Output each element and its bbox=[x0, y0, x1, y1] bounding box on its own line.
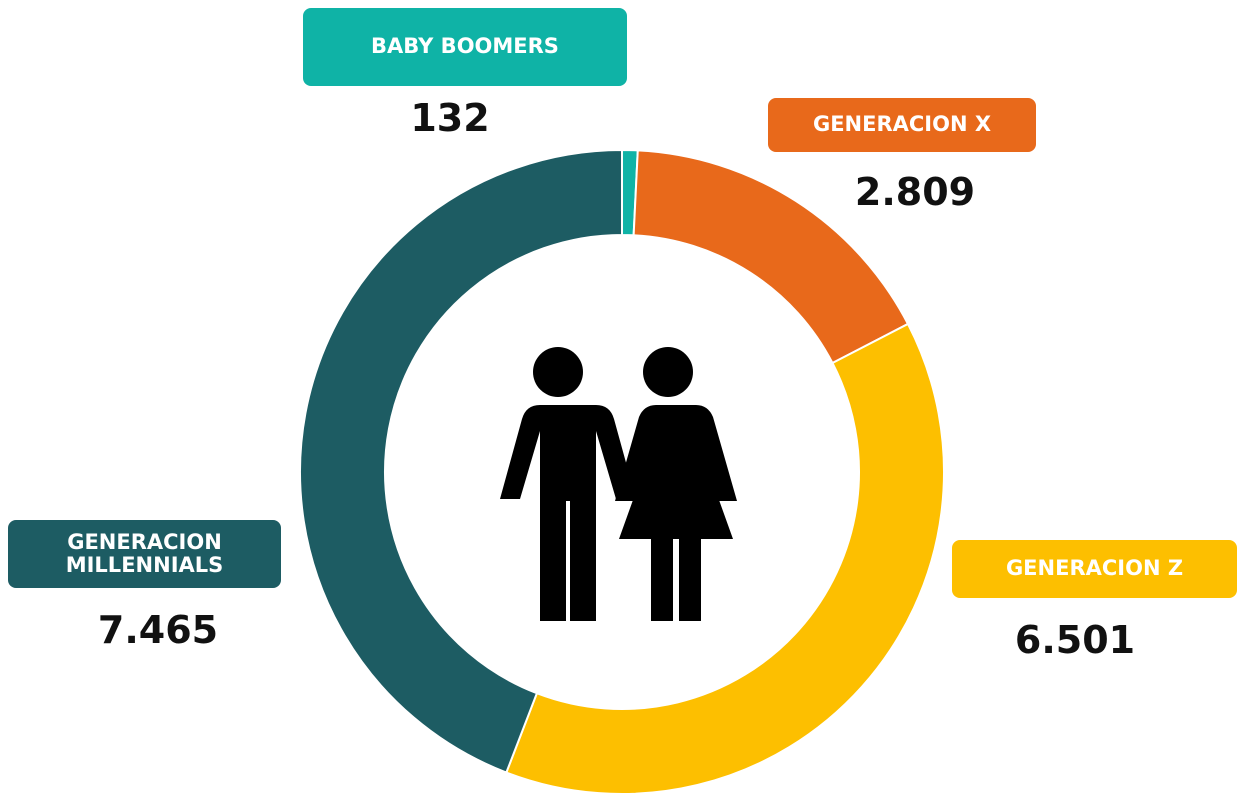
donut bbox=[299, 148, 945, 795]
legend-label: BABY BOOMERS bbox=[303, 8, 627, 86]
donut-segment bbox=[505, 322, 945, 795]
people-icon bbox=[500, 347, 737, 621]
legend-label: GENERACION Z bbox=[952, 540, 1237, 598]
legend-label: GENERACION X bbox=[768, 98, 1036, 152]
legend-label: GENERACION MILLENNIALS bbox=[8, 520, 281, 588]
donut-segment bbox=[299, 148, 623, 774]
value-label: 2.809 bbox=[854, 170, 976, 214]
value-label: 132 bbox=[410, 96, 490, 140]
value-label: 6.501 bbox=[1014, 618, 1136, 662]
value-label: 7.465 bbox=[97, 608, 219, 652]
